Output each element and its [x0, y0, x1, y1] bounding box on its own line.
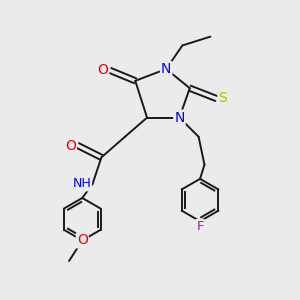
Text: O: O: [65, 139, 76, 153]
Text: NH: NH: [72, 177, 91, 190]
Text: N: N: [174, 111, 184, 124]
Text: O: O: [98, 64, 108, 77]
Text: N: N: [161, 62, 171, 76]
Text: F: F: [196, 220, 204, 233]
Text: S: S: [218, 92, 227, 106]
Text: O: O: [77, 233, 88, 248]
